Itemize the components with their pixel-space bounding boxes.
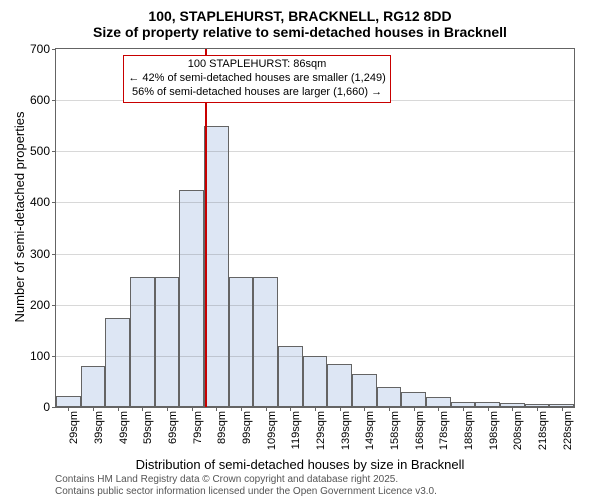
footer-line-2: Contains public sector information licen…: [55, 486, 437, 498]
bars-group: [56, 49, 574, 407]
ytick-label: 500: [30, 144, 50, 158]
ytick-mark: [52, 202, 56, 203]
xtick-label: 39sqm: [93, 411, 105, 444]
xtick-label: 208sqm: [512, 411, 524, 450]
xtick-label: 198sqm: [488, 411, 500, 450]
marker-line: [205, 49, 207, 407]
bar: [327, 364, 352, 407]
xtick-label: 188sqm: [463, 411, 475, 450]
xtick-label: 99sqm: [241, 411, 253, 444]
bar: [81, 366, 106, 407]
ytick-label: 100: [30, 349, 50, 363]
bar: [56, 396, 81, 407]
ytick-mark: [52, 254, 56, 255]
bar: [130, 277, 155, 407]
bar: [155, 277, 180, 407]
gridline: [56, 202, 574, 203]
ytick-mark: [52, 407, 56, 408]
bar: [179, 190, 204, 407]
xtick-label: 149sqm: [364, 411, 376, 450]
bar: [401, 392, 426, 407]
bar: [105, 318, 130, 408]
xtick-label: 139sqm: [340, 411, 352, 450]
chart-container: 100, STAPLEHURST, BRACKNELL, RG12 8DD Si…: [0, 0, 600, 500]
ytick-label: 300: [30, 247, 50, 261]
ytick-label: 0: [43, 400, 50, 414]
ytick-label: 700: [30, 42, 50, 56]
xtick-label: 168sqm: [414, 411, 426, 450]
xtick-label: 59sqm: [142, 411, 154, 444]
ytick-label: 200: [30, 298, 50, 312]
bar: [303, 356, 328, 407]
xtick-label: 89sqm: [216, 411, 228, 444]
ytick-mark: [52, 151, 56, 152]
callout-line-1: 100 STAPLEHURST: 86sqm: [128, 58, 385, 72]
bar: [204, 126, 229, 407]
bar: [253, 277, 278, 407]
xtick-label: 218sqm: [537, 411, 549, 450]
bar: [278, 346, 303, 407]
xtick-label: 129sqm: [315, 411, 327, 450]
title-line-2: Size of property relative to semi-detach…: [0, 24, 600, 40]
ytick-mark: [52, 49, 56, 50]
ytick-mark: [52, 356, 56, 357]
x-axis-label: Distribution of semi-detached houses by …: [0, 457, 600, 472]
xtick-label: 178sqm: [438, 411, 450, 450]
ytick-label: 400: [30, 195, 50, 209]
bar: [229, 277, 254, 407]
gridline: [56, 254, 574, 255]
y-axis-label: Number of semi-detached properties: [12, 112, 27, 323]
callout-line-3: 56% of semi-detached houses are larger (…: [128, 86, 385, 100]
footer-block: Contains HM Land Registry data © Crown c…: [55, 474, 437, 498]
bar: [426, 397, 451, 407]
gridline: [56, 305, 574, 306]
xtick-label: 228sqm: [562, 411, 574, 450]
ytick-mark: [52, 100, 56, 101]
xtick-label: 79sqm: [192, 411, 204, 444]
xtick-label: 69sqm: [167, 411, 179, 444]
gridline: [56, 151, 574, 152]
xtick-label: 119sqm: [290, 411, 302, 449]
callout-box: 100 STAPLEHURST: 86sqm ← 42% of semi-det…: [123, 55, 390, 102]
ytick-label: 600: [30, 93, 50, 107]
gridline: [56, 356, 574, 357]
xtick-label: 158sqm: [389, 411, 401, 450]
xtick-label: 29sqm: [68, 411, 80, 444]
bar: [377, 387, 402, 407]
title-line-1: 100, STAPLEHURST, BRACKNELL, RG12 8DD: [0, 8, 600, 24]
title-block: 100, STAPLEHURST, BRACKNELL, RG12 8DD Si…: [0, 0, 600, 40]
footer-line-1: Contains HM Land Registry data © Crown c…: [55, 474, 437, 486]
callout-line-2: ← 42% of semi-detached houses are smalle…: [128, 72, 385, 86]
xtick-label: 109sqm: [266, 411, 278, 450]
ytick-mark: [52, 305, 56, 306]
bar: [352, 374, 377, 407]
plot-area: 010020030040050060070029sqm39sqm49sqm59s…: [55, 48, 575, 408]
xtick-label: 49sqm: [118, 411, 130, 444]
